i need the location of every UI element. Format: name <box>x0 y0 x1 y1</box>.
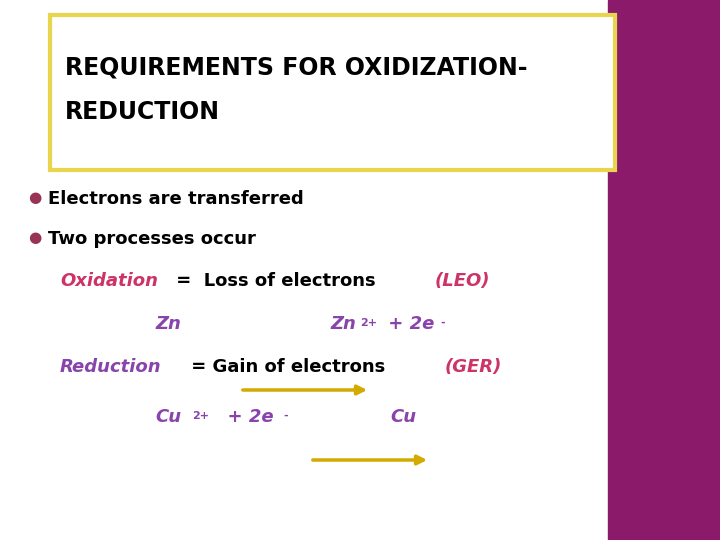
Text: Cu: Cu <box>390 408 416 426</box>
Text: (LEO): (LEO) <box>435 272 490 290</box>
Text: Cu: Cu <box>155 408 181 426</box>
Text: Two processes occur: Two processes occur <box>48 230 256 248</box>
Text: (GER): (GER) <box>445 358 503 376</box>
Text: Reduction: Reduction <box>60 358 161 376</box>
Text: REDUCTION: REDUCTION <box>65 100 220 124</box>
Text: =  Loss of electrons: = Loss of electrons <box>170 272 382 290</box>
Text: + 2e: + 2e <box>382 315 434 333</box>
Text: REQUIREMENTS FOR OXIDIZATION-: REQUIREMENTS FOR OXIDIZATION- <box>65 55 528 79</box>
Bar <box>50 15 615 170</box>
Text: Oxidation: Oxidation <box>60 272 158 290</box>
Bar <box>608 0 720 540</box>
Text: Zn: Zn <box>330 315 356 333</box>
Text: -: - <box>283 411 287 421</box>
Text: Electrons are transferred: Electrons are transferred <box>48 190 304 208</box>
Text: 2+: 2+ <box>360 318 377 328</box>
Text: + 2e: + 2e <box>215 408 274 426</box>
Text: -: - <box>440 318 445 328</box>
Text: = Gain of electrons: = Gain of electrons <box>185 358 392 376</box>
Text: 2+: 2+ <box>192 411 209 421</box>
Text: ●: ● <box>28 230 41 245</box>
Text: ●: ● <box>28 190 41 205</box>
Text: Zn: Zn <box>155 315 181 333</box>
